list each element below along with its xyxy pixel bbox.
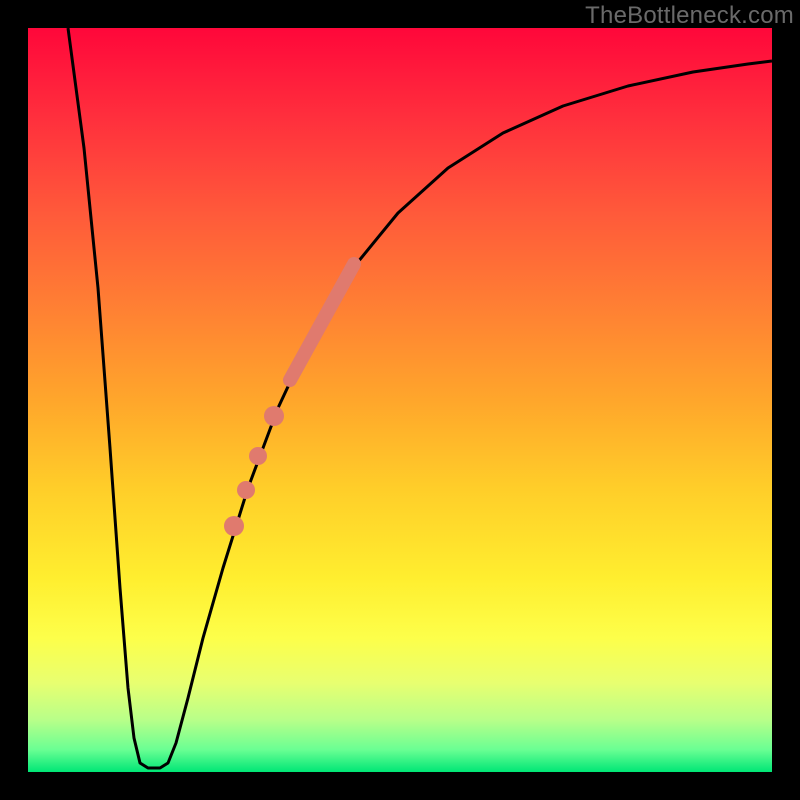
plot-overlay (28, 28, 772, 772)
bottleneck-curve (68, 28, 772, 768)
highlight-dot (249, 447, 267, 465)
highlight-dot (237, 481, 255, 499)
highlight-dot (264, 406, 284, 426)
figure-root: TheBottleneck.com (0, 0, 800, 800)
watermark-text: TheBottleneck.com (585, 2, 794, 30)
highlight-dot (224, 516, 244, 536)
plot-inner-area (28, 28, 772, 772)
highlight-segment (290, 264, 354, 380)
